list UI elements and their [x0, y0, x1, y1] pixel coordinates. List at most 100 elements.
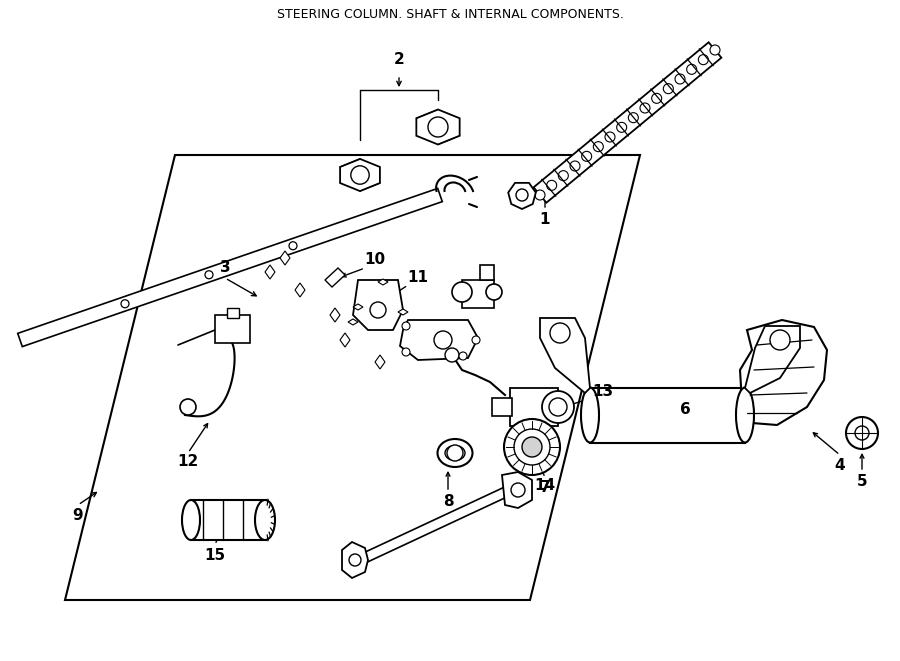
Ellipse shape	[437, 439, 472, 467]
Circle shape	[472, 336, 480, 344]
Text: 5: 5	[857, 475, 868, 490]
Circle shape	[180, 399, 196, 415]
Text: 2: 2	[393, 52, 404, 67]
Circle shape	[486, 284, 502, 300]
Circle shape	[535, 190, 545, 200]
Circle shape	[516, 189, 528, 201]
Polygon shape	[280, 251, 290, 265]
Circle shape	[605, 132, 615, 142]
Circle shape	[514, 429, 550, 465]
Polygon shape	[400, 320, 478, 360]
Circle shape	[710, 45, 720, 55]
Text: 1: 1	[540, 212, 550, 227]
Text: 6: 6	[680, 403, 690, 418]
Bar	[480, 265, 494, 280]
Polygon shape	[417, 110, 460, 145]
Ellipse shape	[445, 446, 465, 461]
Circle shape	[675, 74, 685, 84]
Circle shape	[570, 161, 580, 171]
Polygon shape	[340, 159, 380, 191]
Circle shape	[402, 348, 410, 356]
Bar	[462, 280, 494, 308]
Circle shape	[770, 330, 790, 350]
Text: 7: 7	[540, 481, 550, 496]
Circle shape	[459, 352, 467, 360]
Bar	[492, 398, 512, 416]
Polygon shape	[353, 304, 363, 310]
Text: 15: 15	[204, 547, 226, 563]
Text: 9: 9	[73, 508, 84, 522]
Circle shape	[428, 117, 448, 137]
Circle shape	[549, 398, 567, 416]
Circle shape	[640, 103, 650, 113]
Polygon shape	[330, 308, 340, 322]
Circle shape	[504, 419, 560, 475]
Polygon shape	[18, 188, 442, 346]
Polygon shape	[375, 355, 385, 369]
Text: 12: 12	[177, 455, 199, 469]
Polygon shape	[295, 283, 305, 297]
Circle shape	[581, 151, 591, 161]
Polygon shape	[745, 326, 800, 393]
Polygon shape	[265, 265, 275, 279]
Circle shape	[542, 391, 574, 423]
Circle shape	[558, 171, 568, 180]
Bar	[191, 500, 266, 540]
Circle shape	[121, 299, 129, 308]
Circle shape	[445, 348, 459, 362]
Polygon shape	[65, 155, 640, 600]
Bar	[215, 315, 250, 343]
Text: STEERING COLUMN. SHAFT & INTERNAL COMPONENTS.: STEERING COLUMN. SHAFT & INTERNAL COMPON…	[276, 8, 624, 21]
Polygon shape	[353, 280, 403, 330]
Polygon shape	[540, 318, 590, 393]
Circle shape	[616, 122, 626, 132]
Circle shape	[663, 84, 673, 94]
Circle shape	[370, 302, 386, 318]
Circle shape	[511, 483, 525, 497]
Circle shape	[687, 64, 697, 74]
Circle shape	[349, 554, 361, 566]
Circle shape	[447, 445, 463, 461]
Polygon shape	[340, 333, 350, 347]
Polygon shape	[325, 268, 345, 287]
Circle shape	[205, 271, 213, 279]
Circle shape	[351, 166, 369, 184]
Text: 3: 3	[220, 260, 230, 276]
Text: 4: 4	[834, 457, 845, 473]
Polygon shape	[358, 485, 512, 564]
Text: 11: 11	[408, 270, 428, 286]
Circle shape	[628, 112, 638, 123]
Polygon shape	[348, 319, 358, 325]
Text: 10: 10	[364, 253, 385, 268]
Bar	[590, 388, 745, 443]
Ellipse shape	[581, 387, 599, 442]
Circle shape	[593, 141, 603, 151]
Circle shape	[698, 55, 708, 65]
Circle shape	[855, 426, 869, 440]
Polygon shape	[398, 309, 408, 315]
Bar	[227, 308, 239, 318]
Circle shape	[550, 323, 570, 343]
Polygon shape	[502, 472, 532, 508]
Circle shape	[652, 93, 662, 103]
Polygon shape	[475, 182, 490, 202]
Bar	[510, 388, 558, 426]
Circle shape	[452, 282, 472, 302]
Polygon shape	[342, 542, 368, 578]
Ellipse shape	[255, 500, 275, 540]
Text: 14: 14	[535, 477, 555, 492]
Circle shape	[846, 417, 878, 449]
Ellipse shape	[736, 387, 754, 442]
Circle shape	[522, 437, 542, 457]
Polygon shape	[534, 42, 722, 203]
Circle shape	[546, 180, 557, 190]
Text: 8: 8	[443, 494, 454, 510]
Text: 13: 13	[592, 385, 614, 399]
Circle shape	[402, 322, 410, 330]
Polygon shape	[378, 279, 388, 285]
Circle shape	[434, 331, 452, 349]
Polygon shape	[740, 320, 827, 425]
Circle shape	[289, 242, 297, 250]
Ellipse shape	[182, 500, 200, 540]
Polygon shape	[508, 183, 536, 209]
